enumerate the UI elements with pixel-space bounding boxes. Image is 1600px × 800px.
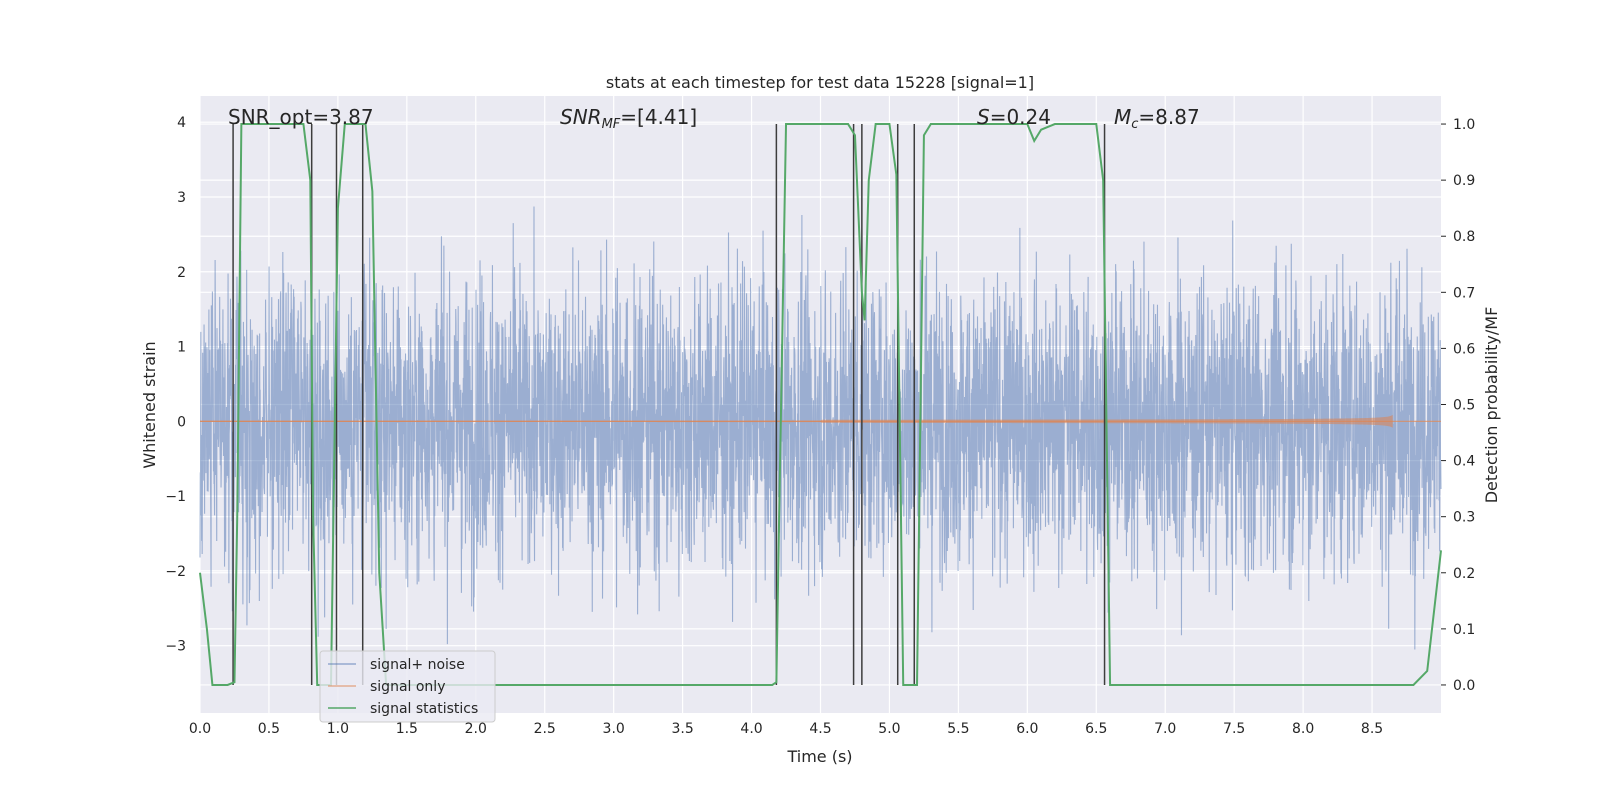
signal-only-series: [200, 414, 1441, 428]
legend-label-stats: signal statistics: [370, 701, 478, 717]
x-tick-label: 7.5: [1223, 721, 1245, 737]
annotation-mc-sub: c: [1131, 117, 1138, 132]
noise-line: [199, 206, 1442, 650]
noise-series: [199, 206, 1442, 650]
y-tick-label-right: 0.5: [1453, 398, 1475, 414]
legend: signal+ noise signal only signal statist…: [319, 650, 496, 723]
legend-label-noise: signal+ noise: [370, 657, 465, 673]
annotation-snr-opt: SNR_opt=3.87: [228, 105, 374, 129]
x-tick-label: 8.5: [1361, 721, 1383, 737]
x-tick-label: 6.0: [1016, 721, 1038, 737]
annotation-s-value: =0.24: [990, 105, 1051, 129]
signal-statistics-series: [199, 123, 1442, 686]
statistics-line: [199, 123, 1442, 686]
y-tick-label-right: 0.9: [1453, 173, 1475, 189]
annotation-snr-mf-main: SNR: [560, 105, 602, 129]
y-tick-label-left: 2: [177, 265, 186, 281]
annotation-snr-mf: SNRMF=[4.41]: [560, 105, 697, 132]
y-tick-label-right: 0.2: [1453, 566, 1475, 582]
x-tick-label: 0.0: [189, 721, 211, 737]
y-tick-label-right: 0.8: [1453, 229, 1475, 245]
y-tick-label-left: −3: [165, 639, 186, 655]
x-tick-label: 3.5: [671, 721, 693, 737]
tick-labels: 0.0 0.5 1.0 1.5 2.0 2.5 3.0 3.5 4.0 4.5 5.0 5.5 6.0 6…: [165, 115, 1475, 737]
y-tick-label-left: −2: [165, 564, 186, 580]
y-tick-label-right: 0.6: [1453, 341, 1475, 357]
x-tick-label: 5.0: [878, 721, 900, 737]
annotation-s: S=0.24: [977, 105, 1051, 129]
x-tick-label: 4.0: [740, 721, 762, 737]
x-tick-label: 1.0: [327, 721, 349, 737]
x-tick-label: 6.5: [1085, 721, 1107, 737]
legend-label-signal: signal only: [370, 679, 445, 695]
y-tick-label-right: 0.0: [1453, 678, 1475, 694]
annotation-mc: Mc=8.87: [1114, 105, 1200, 132]
x-axis-label: Time (s): [786, 747, 852, 766]
y-tick-label-right: 0.1: [1453, 622, 1475, 638]
y-tick-label-right: 1.0: [1453, 117, 1475, 133]
legend-box: [319, 650, 496, 723]
y-tick-label-left: −1: [165, 489, 186, 505]
annotation-mc-value: =8.87: [1138, 105, 1199, 129]
y-axis-label-left: Whitened strain: [140, 341, 159, 468]
x-tick-label: 2.5: [534, 721, 556, 737]
x-tick-label: 7.0: [1154, 721, 1176, 737]
y-tick-label-left: 4: [177, 115, 186, 131]
y-tick-label-left: 1: [177, 340, 186, 356]
annotation-snr-mf-sub: MF: [602, 117, 621, 132]
x-tick-label: 0.5: [258, 721, 280, 737]
chart-title: stats at each timestep for test data 152…: [606, 73, 1034, 92]
y-tick-label-left: 3: [177, 190, 186, 206]
x-tick-label: 8.0: [1292, 721, 1314, 737]
y-tick-label-right: 0.4: [1453, 454, 1475, 470]
annotation-mc-main: M: [1114, 105, 1131, 129]
y-tick-label-right: 0.3: [1453, 510, 1475, 526]
x-tick-label: 1.5: [396, 721, 418, 737]
y-tick-label-left: 0: [177, 414, 186, 430]
annotation-s-main: S: [977, 105, 990, 129]
y-tick-label-right: 0.7: [1453, 285, 1475, 301]
y-axis-label-right: Detection probability/MF: [1482, 307, 1501, 504]
annotation-snr-mf-value: =[4.41]: [620, 105, 697, 129]
x-tick-label: 2.0: [465, 721, 487, 737]
x-tick-label: 4.5: [809, 721, 831, 737]
x-tick-label: 5.5: [947, 721, 969, 737]
x-tick-label: 3.0: [603, 721, 625, 737]
